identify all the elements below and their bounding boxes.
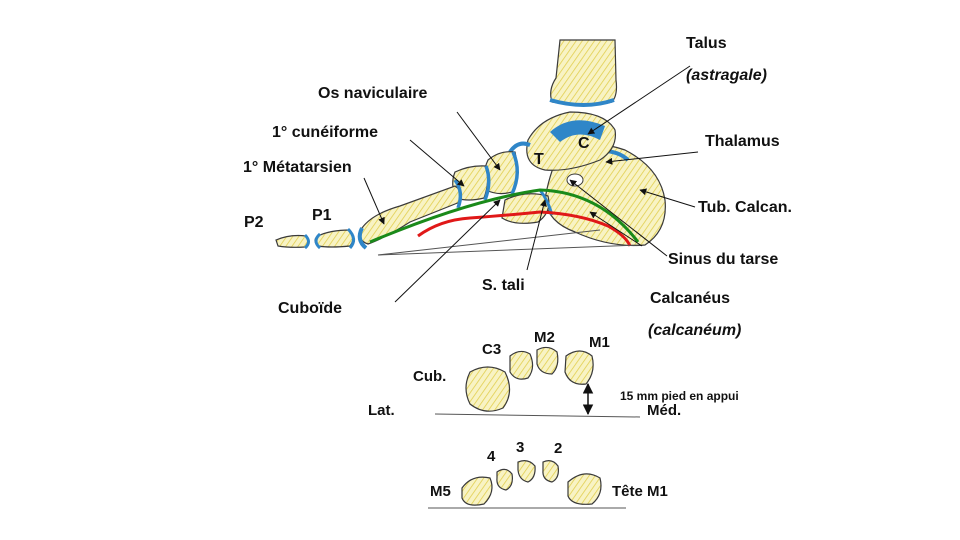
label-med: Méd. (647, 402, 682, 419)
label-os-naviculaire: Os naviculaire (318, 85, 428, 102)
label-talus: Talus (686, 35, 727, 52)
label-measure: 15 mm pied en appui (620, 389, 739, 403)
label-3: 3 (516, 439, 525, 456)
label-calcaneum: (calcanéum) (648, 322, 742, 339)
label-cub: Cub. (413, 368, 447, 385)
label-s-tali: S. tali (482, 277, 525, 294)
label-calcaneus: Calcanéus (650, 290, 731, 307)
m5-head-section (461, 476, 493, 506)
m1-head-section (567, 473, 602, 505)
m2-section (536, 346, 559, 375)
section-rearfoot (465, 346, 594, 412)
m2-head-section (542, 460, 559, 483)
m4-head-section (496, 468, 513, 491)
label-p2: P2 (244, 214, 264, 231)
label-metatarsien: 1° Métatarsien (243, 159, 352, 176)
tibia-bone (550, 39, 618, 106)
label-thalamus: Thalamus (705, 133, 780, 150)
label-c3: C3 (482, 341, 502, 358)
distal-phalanx-bone (275, 234, 309, 248)
label-m2: M2 (534, 329, 555, 346)
label-4: 4 (487, 448, 496, 465)
cuboid-bone (501, 193, 550, 224)
m3-head-section (517, 460, 536, 483)
label-m5: M5 (430, 483, 451, 500)
longitudinal-arch-green (369, 188, 640, 244)
label-cuboide: Cuboïde (278, 300, 342, 317)
m1-section (564, 350, 594, 385)
label-tete-m1: Tête M1 (612, 483, 668, 500)
label-lat: Lat. (368, 402, 395, 419)
label-2: 2 (554, 440, 563, 457)
label-m1: M1 (589, 334, 610, 351)
label-sinus-tarse: Sinus du tarse (668, 251, 779, 268)
talus-dome-cartilage (550, 120, 605, 142)
section-forefoot (461, 460, 602, 506)
label-bone-t: T (534, 151, 544, 168)
label-astragale: (astragale) (686, 67, 767, 84)
label-cuneiforme: 1° cunéiforme (272, 124, 378, 141)
label-bone-c: C (578, 135, 590, 152)
label-tub-calcan: Tub. Calcan. (698, 199, 792, 216)
c3-section (509, 350, 534, 380)
ground-line-1 (434, 413, 641, 418)
plantar-arch-red (417, 210, 632, 247)
proximal-phalanx-bone (314, 229, 354, 248)
label-p1: P1 (312, 207, 332, 224)
cuboid-section (465, 366, 511, 412)
